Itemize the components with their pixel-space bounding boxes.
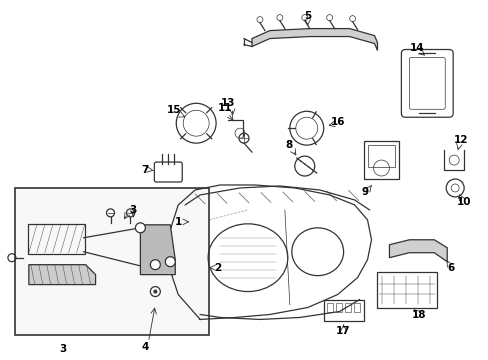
Circle shape [165, 257, 175, 267]
Text: 4: 4 [142, 342, 149, 352]
Text: 8: 8 [285, 140, 292, 150]
Text: 1: 1 [174, 217, 182, 227]
Text: 15: 15 [167, 105, 181, 115]
Text: 5: 5 [304, 11, 311, 21]
Text: 17: 17 [336, 327, 350, 336]
Text: 3: 3 [129, 205, 137, 215]
FancyBboxPatch shape [15, 188, 209, 336]
Text: 18: 18 [411, 310, 426, 320]
Polygon shape [29, 265, 95, 285]
Circle shape [150, 260, 160, 270]
Text: 2: 2 [214, 263, 221, 273]
Text: 14: 14 [409, 42, 424, 53]
Text: 10: 10 [456, 197, 470, 207]
Text: 12: 12 [453, 135, 468, 145]
Circle shape [135, 223, 145, 233]
Text: 16: 16 [330, 117, 344, 127]
Text: 11: 11 [217, 103, 232, 113]
Polygon shape [388, 240, 447, 262]
Polygon shape [251, 28, 377, 50]
Text: 7: 7 [142, 165, 149, 175]
Text: 13: 13 [221, 98, 235, 108]
Text: 3: 3 [59, 345, 66, 354]
Polygon shape [140, 225, 175, 275]
Circle shape [153, 289, 157, 293]
Text: 9: 9 [361, 187, 368, 197]
Text: 6: 6 [447, 263, 454, 273]
